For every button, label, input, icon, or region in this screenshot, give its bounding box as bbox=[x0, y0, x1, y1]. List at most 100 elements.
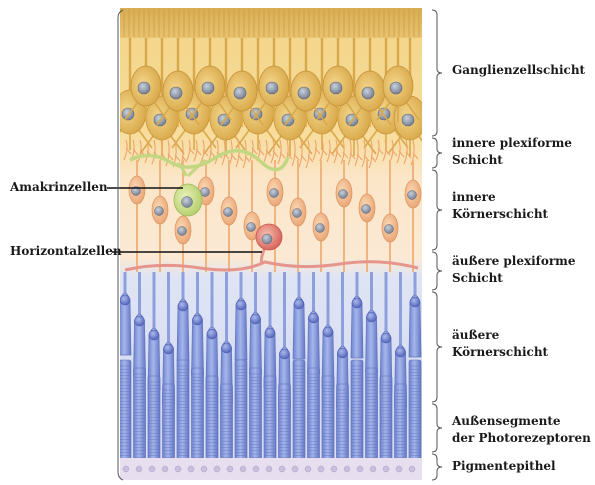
bipolar-nucleus bbox=[200, 187, 210, 197]
ganglion-nucleus bbox=[361, 86, 375, 100]
photoreceptor-nucleus bbox=[177, 300, 189, 312]
synapse-branch bbox=[361, 139, 370, 168]
synapse-branch bbox=[186, 139, 195, 161]
bipolar-nucleus bbox=[177, 226, 187, 236]
photoreceptor-outer-segment bbox=[162, 383, 175, 463]
amacrine-nucleus bbox=[181, 196, 193, 208]
photoreceptor-outer-segment bbox=[394, 383, 407, 463]
bipolar-nucleus bbox=[384, 224, 394, 234]
pigment-cell bbox=[278, 465, 286, 473]
synapse-branch bbox=[200, 139, 209, 163]
pigment-cell bbox=[148, 465, 156, 473]
panel-left-bracket bbox=[117, 9, 124, 481]
horizontal-process bbox=[124, 260, 419, 272]
layer-brace bbox=[431, 137, 443, 169]
ganglion-nucleus bbox=[201, 81, 215, 95]
horizontal-nucleus bbox=[261, 233, 273, 245]
photoreceptor-nucleus bbox=[395, 346, 406, 358]
synapse-branch bbox=[193, 139, 202, 162]
pigment-cell bbox=[213, 465, 221, 473]
synapse-branch bbox=[333, 139, 342, 164]
ganglion-nucleus bbox=[329, 81, 343, 95]
synapse-branch bbox=[249, 139, 258, 161]
photoreceptor-nucleus bbox=[148, 329, 160, 341]
photoreceptor-outer-segment bbox=[365, 367, 378, 463]
photoreceptor-outer-segment bbox=[191, 367, 204, 463]
pigment-cell bbox=[122, 465, 130, 473]
synapse-branch bbox=[347, 139, 356, 166]
photoreceptor-nucleus bbox=[366, 311, 377, 323]
label-outer-plexiform-layer: äußere plexiforme Schicht bbox=[452, 254, 576, 285]
pigment-cell bbox=[200, 465, 208, 473]
ganglion-dendrite bbox=[252, 101, 296, 122]
label-outer-nuclear-layer: äußere Körnerschicht bbox=[452, 328, 549, 359]
bipolar-nucleus bbox=[315, 223, 325, 233]
layer-brace bbox=[431, 403, 443, 453]
photoreceptor-nucleus bbox=[250, 313, 261, 325]
pigment-cell bbox=[395, 465, 403, 473]
ganglion-dendrite bbox=[267, 135, 313, 156]
label-amacrine-cells: Amakrinzellen bbox=[10, 180, 108, 194]
ganglion-nucleus bbox=[233, 86, 247, 100]
pigment-cell bbox=[239, 465, 247, 473]
retina-panel bbox=[120, 8, 422, 480]
ganglion-dendrite bbox=[376, 101, 420, 122]
pigment-cell bbox=[330, 465, 338, 473]
bipolar-nucleus bbox=[361, 204, 371, 214]
bipolar-nucleus bbox=[223, 207, 233, 217]
photoreceptor-nucleus bbox=[322, 326, 334, 338]
synapse-branch bbox=[298, 139, 307, 168]
synapse-branch bbox=[382, 139, 391, 162]
synapse-branch bbox=[242, 139, 251, 169]
horizontal-stem bbox=[259, 247, 267, 265]
ganglion-dendrite bbox=[387, 135, 422, 156]
photoreceptor-nucleus bbox=[351, 297, 363, 309]
ganglion-dendrite bbox=[331, 135, 377, 156]
photoreceptor-nucleus bbox=[192, 314, 203, 326]
ganglion-nucleus bbox=[389, 81, 403, 95]
pigment-cell bbox=[304, 465, 312, 473]
photoreceptor-nucleus bbox=[235, 299, 247, 311]
photoreceptor-nucleus bbox=[134, 315, 145, 327]
label-photoreceptor-outer-segments: Außensegmente der Photorezeptoren bbox=[452, 414, 591, 445]
photoreceptor-outer-segment bbox=[278, 383, 291, 463]
layer-brace bbox=[431, 291, 443, 403]
nerve-fiber-layer bbox=[120, 8, 422, 38]
ganglion-nucleus bbox=[137, 81, 151, 95]
synapse-branch bbox=[270, 139, 279, 164]
ganglion-dendrite bbox=[235, 129, 281, 150]
layer-brackets bbox=[117, 9, 443, 481]
photoreceptor-outer-segment bbox=[133, 367, 146, 463]
pigment-cell bbox=[291, 465, 299, 473]
bipolar-nucleus bbox=[246, 222, 256, 232]
photoreceptor-nucleus bbox=[163, 343, 174, 355]
photoreceptor-outer-segment bbox=[336, 383, 349, 463]
layer-brace bbox=[431, 453, 443, 481]
ganglion-dendrite bbox=[188, 101, 232, 122]
pigment-cell bbox=[174, 465, 182, 473]
photoreceptor-nucleus bbox=[337, 347, 348, 359]
synapse-branch bbox=[291, 139, 300, 167]
pigment-cell bbox=[382, 465, 390, 473]
pigment-cell bbox=[187, 465, 195, 473]
ganglion-nucleus bbox=[297, 86, 311, 100]
synapse-branch bbox=[340, 139, 349, 165]
bipolar-nucleus bbox=[292, 208, 302, 218]
ganglion-dendrite bbox=[171, 129, 217, 150]
label-horizontal-cells: Horizontalzellen bbox=[10, 244, 122, 258]
layer-brace bbox=[431, 169, 443, 251]
amacrine-stem bbox=[176, 158, 206, 178]
bipolar-nucleus bbox=[338, 189, 348, 199]
ganglion-dendrite bbox=[120, 129, 153, 150]
layer-brace bbox=[431, 251, 443, 291]
synapse-branch bbox=[263, 139, 272, 163]
photoreceptor-outer-segment bbox=[249, 367, 262, 463]
label-pigment-epithelium: Pigmentepithel bbox=[452, 459, 556, 473]
synapse-branch bbox=[403, 139, 412, 165]
photoreceptor-nucleus bbox=[120, 294, 131, 306]
photoreceptor-nucleus bbox=[279, 348, 290, 360]
synapse-branch bbox=[396, 139, 405, 164]
bipolar-nucleus bbox=[269, 188, 279, 198]
label-inner-plexiform-layer: innere plexiforme Schicht bbox=[452, 136, 572, 167]
